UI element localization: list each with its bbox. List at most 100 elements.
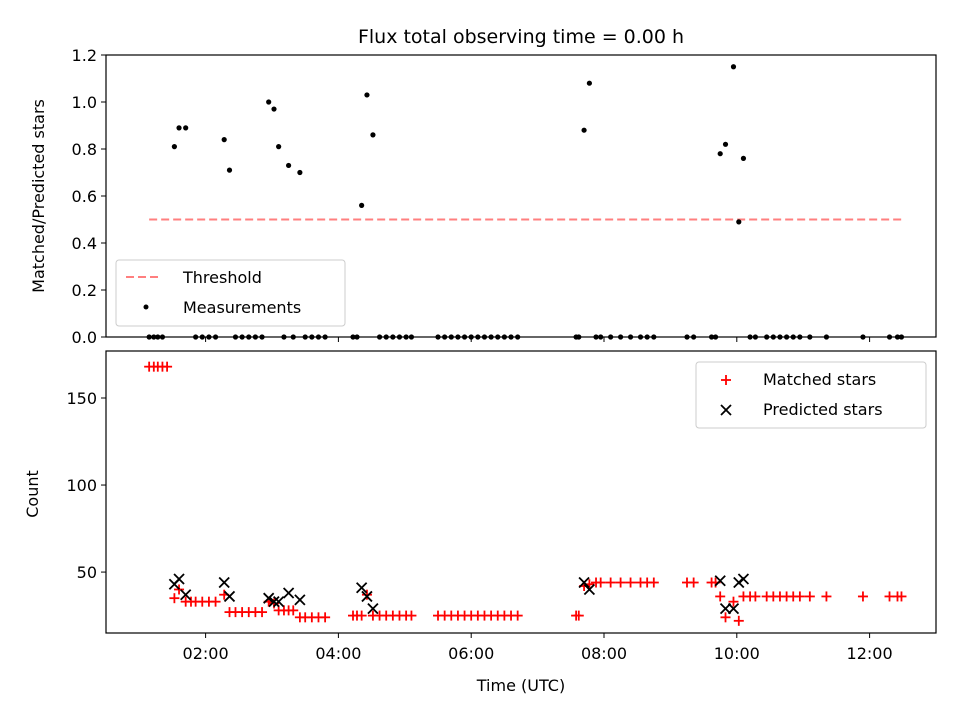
x-tick-label: 10:00 <box>714 644 760 663</box>
legend-plus-glyph <box>721 375 731 385</box>
bottom-y-tick-label: 150 <box>66 389 97 408</box>
measurement-point <box>481 334 488 340</box>
predicted-star-point <box>173 573 185 585</box>
predicted-star-point <box>719 602 732 615</box>
predicted-star-point <box>218 576 230 589</box>
matched-star-point <box>257 607 268 618</box>
bottom-y-tick-label: 50 <box>77 563 97 582</box>
measurement-point <box>226 167 233 173</box>
measurement-point <box>359 202 365 208</box>
matched-star-point <box>857 591 868 602</box>
predicted-star-point <box>223 590 236 603</box>
measurement-point <box>797 334 803 340</box>
bottom-y-axis-label: Count <box>23 470 42 518</box>
measurement-point <box>322 334 328 340</box>
measurement-point <box>823 334 830 340</box>
measurement-point <box>155 334 161 340</box>
measurement-point <box>448 334 454 340</box>
top-y-tick-label: 0.4 <box>72 234 97 253</box>
matched-star-point <box>320 612 331 623</box>
measurement-point <box>266 99 272 105</box>
measurement-point <box>259 334 265 340</box>
matched-star-point <box>512 610 523 621</box>
measurement-point <box>717 151 723 157</box>
measurement-point <box>176 125 182 131</box>
measurement-point <box>515 334 521 340</box>
measurement-point <box>712 334 719 340</box>
bottom-panel: 50 100 150 02:00 04:00 06:00 08:00 10:00 12:00 C… <box>23 350 937 695</box>
measurement-point <box>495 334 501 340</box>
measurement-point <box>651 334 657 340</box>
x-axis-label: Time (UTC) <box>476 676 565 695</box>
matched-star-point <box>804 591 815 602</box>
measurement-point <box>246 334 252 340</box>
measurement-point <box>501 334 507 340</box>
matched-star-point <box>625 577 636 588</box>
measurement-point <box>286 162 292 169</box>
matched-star-point <box>715 591 726 602</box>
measurement-point <box>435 334 441 340</box>
bottom-y-tick-label: 100 <box>66 476 97 495</box>
predicted-star-point <box>180 589 192 601</box>
measurement-point <box>252 334 258 340</box>
measurement-point <box>354 334 360 340</box>
measurement-point <box>752 334 758 340</box>
legend-threshold-label: Threshold <box>182 268 262 287</box>
measurement-point <box>350 334 356 340</box>
measurement-point <box>281 334 287 340</box>
top-y-tick-label: 0.0 <box>72 328 97 347</box>
measurement-point <box>764 334 770 340</box>
matched-star-point <box>605 577 616 588</box>
predicted-star-point <box>727 602 740 615</box>
measurement-point <box>302 334 308 340</box>
legend-predicted-label: Predicted stars <box>763 400 883 419</box>
measurement-point <box>370 132 376 138</box>
top-y-tick-label: 1.0 <box>72 93 97 112</box>
x-tick-label: 08:00 <box>581 644 627 663</box>
measurement-point <box>475 334 481 340</box>
legend-matched-label: Matched stars <box>763 370 876 389</box>
measurement-point <box>860 334 866 340</box>
bottom-legend-frame <box>695 361 927 429</box>
measurement-point <box>146 334 152 340</box>
measurement-point <box>171 144 177 150</box>
measurement-point <box>315 334 322 340</box>
measurement-point <box>290 334 296 340</box>
measurement-point <box>730 64 737 70</box>
chart-title: Flux total observing time = 0.00 h <box>358 26 684 48</box>
measurement-point <box>408 334 415 340</box>
measurement-point <box>608 334 614 340</box>
predicted-star-point <box>737 573 750 585</box>
x-tick-label: 06:00 <box>448 644 494 663</box>
x-tick-label: 02:00 <box>183 644 229 663</box>
measurement-point <box>455 334 461 340</box>
measurement-point <box>271 106 277 112</box>
measurement-point <box>232 334 239 340</box>
measurement-point <box>390 334 396 340</box>
measurement-point <box>276 144 282 150</box>
measurement-point <box>770 334 776 340</box>
predicted-star-point <box>294 594 306 606</box>
legend-x-glyph <box>720 404 732 416</box>
predicted-star-point <box>367 602 379 615</box>
matched-star-point <box>162 361 173 372</box>
measurement-point <box>403 334 409 340</box>
top-y-tick-label: 1.2 <box>72 46 97 65</box>
measurement-point <box>684 334 690 340</box>
measurement-point <box>886 334 893 340</box>
measurement-point <box>708 334 715 340</box>
measurement-point <box>461 334 468 340</box>
top-legend-frame <box>115 259 346 327</box>
predicted-star-point <box>282 587 295 599</box>
measurement-point <box>376 334 383 340</box>
measurement-point <box>199 334 205 340</box>
matched-star-point <box>361 589 372 600</box>
measurement-point <box>784 334 790 340</box>
measurement-point <box>736 219 742 225</box>
top-y-tick-label: 0.2 <box>72 281 97 300</box>
matched-star-point <box>821 591 832 602</box>
measurement-point <box>468 334 474 340</box>
matched-star-point <box>750 591 761 602</box>
measurement-point <box>691 334 697 340</box>
